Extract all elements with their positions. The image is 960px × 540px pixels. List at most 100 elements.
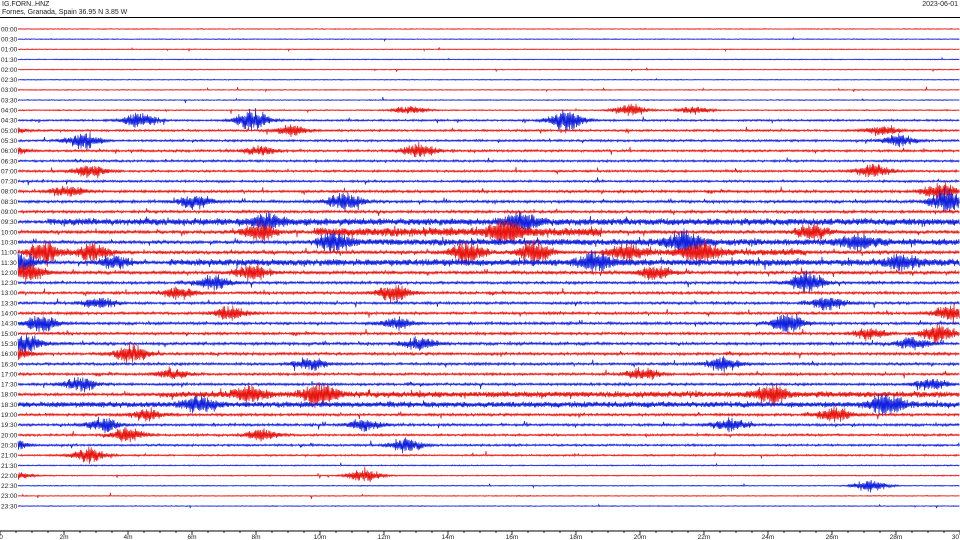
- x-tick-label: 8m: [251, 534, 260, 540]
- trace-rows: 00:00 00:30 01:00 01:30 02:00 02:30 03:00 03:30…: [0, 17, 960, 510]
- seismic-trace: [17, 262, 960, 282]
- seismic-trace: [17, 284, 960, 303]
- row-label: 20:30: [1, 442, 18, 449]
- row-label: 17:30: [1, 382, 18, 389]
- x-tick-label: 14m: [442, 534, 455, 540]
- seismic-trace: [17, 164, 960, 179]
- x-tick-label: 18m: [570, 534, 583, 540]
- seismic-trace: [17, 393, 960, 417]
- x-tick-label: 30: [952, 534, 960, 540]
- x-tick-label: 12m: [378, 534, 391, 540]
- seismic-trace: [17, 211, 960, 234]
- seismic-trace: [17, 187, 960, 213]
- row-label: 08:00: [1, 189, 18, 196]
- row-label: 03:30: [1, 97, 18, 104]
- row-label: 01:00: [1, 47, 18, 54]
- seismic-trace: [17, 142, 960, 158]
- seismic-trace: [17, 466, 960, 483]
- seismic-trace: [17, 103, 960, 117]
- seismic-trace: [17, 297, 960, 311]
- seismic-trace: [17, 492, 960, 499]
- row-label: 16:00: [1, 351, 18, 358]
- row-label: 23:00: [1, 493, 18, 500]
- row-label: 09:00: [1, 209, 18, 216]
- row-label: 15:30: [1, 341, 18, 348]
- seismic-trace: [17, 270, 960, 294]
- seismic-trace: [17, 208, 960, 217]
- row-label: 14:30: [1, 321, 18, 328]
- x-tick-label: 6m: [187, 534, 196, 540]
- row-label: 04:00: [1, 108, 18, 115]
- x-tick-label: 4m: [123, 534, 132, 540]
- row-label: 19:30: [1, 422, 18, 429]
- row-label: 04:30: [1, 118, 18, 125]
- x-tick-label: 22m: [698, 534, 711, 540]
- seismic-trace: [17, 77, 960, 81]
- row-label: 23:30: [1, 503, 18, 510]
- seismic-trace: [17, 462, 960, 467]
- row-label: 08:30: [1, 199, 18, 206]
- row-label: 06:30: [1, 158, 18, 165]
- seismic-trace: [17, 342, 960, 364]
- row-label: 18:30: [1, 402, 18, 409]
- seismic-trace: [17, 446, 960, 464]
- row-label: 16:30: [1, 361, 18, 368]
- seismic-trace: [17, 46, 960, 53]
- seismic-trace: [17, 124, 960, 138]
- x-tick-label: 10m: [314, 534, 327, 540]
- row-label: 01:30: [1, 57, 18, 64]
- row-label: 22:00: [1, 473, 18, 480]
- seismic-trace: [17, 503, 960, 509]
- x-tick-label: 0: [0, 534, 3, 540]
- seismic-trace: [17, 67, 960, 73]
- row-label: 12:00: [1, 270, 18, 277]
- row-label: 12:30: [1, 280, 18, 287]
- row-label: 00:00: [1, 26, 18, 33]
- seismic-trace: [17, 107, 960, 134]
- seismic-trace: [17, 366, 960, 381]
- row-label: 02:30: [1, 77, 18, 84]
- row-label: 20:00: [1, 432, 18, 439]
- row-label: 17:00: [1, 371, 18, 378]
- seismic-trace: [17, 377, 960, 393]
- row-label: 19:00: [1, 412, 18, 419]
- seismic-trace: [17, 219, 960, 246]
- row-label: 15:00: [1, 331, 18, 338]
- seismic-trace: [17, 322, 960, 345]
- x-tick-label: 26m: [826, 534, 839, 540]
- seismic-trace: [17, 250, 960, 276]
- row-label: 21:30: [1, 463, 18, 470]
- record-date: 2023-06-01: [922, 1, 958, 8]
- seismic-trace: [17, 182, 960, 200]
- row-label: 22:30: [1, 483, 18, 490]
- seismic-trace: [17, 405, 960, 423]
- time-axis: 0 2m 4m 6m 8m 10m 12m 14m 16m 18m 20m 22m 24m 26m 28m 3…: [0, 530, 960, 540]
- seismic-trace: [17, 303, 960, 324]
- row-label: 21:00: [1, 453, 18, 460]
- x-tick-label: 24m: [762, 534, 775, 540]
- row-label: 18:00: [1, 392, 18, 399]
- seismic-trace: [17, 132, 960, 150]
- seismic-trace: [17, 239, 960, 267]
- row-label: 11:00: [1, 250, 17, 257]
- station-code: IG.FORN..HNZ: [2, 1, 50, 8]
- row-label: 02:00: [1, 67, 18, 74]
- station-location: Fornes, Granada, Spain 36.95 N 3.85 W: [2, 9, 128, 16]
- row-label: 05:30: [1, 138, 18, 145]
- row-label: 07:00: [1, 168, 18, 175]
- seismic-trace: [17, 157, 960, 164]
- seismic-trace: [17, 427, 960, 443]
- row-label: 10:30: [1, 239, 18, 246]
- row-label: 03:00: [1, 87, 18, 94]
- x-tick-label: 16m: [506, 534, 519, 540]
- seismic-trace: [17, 27, 960, 31]
- row-label: 09:30: [1, 219, 18, 226]
- row-label: 13:30: [1, 300, 18, 307]
- seismic-trace: [17, 334, 960, 354]
- seismic-trace: [17, 416, 960, 434]
- seismic-trace: [17, 479, 960, 493]
- seismic-trace: [17, 382, 960, 409]
- seismic-trace: [17, 86, 960, 93]
- row-label: 05:00: [1, 128, 18, 135]
